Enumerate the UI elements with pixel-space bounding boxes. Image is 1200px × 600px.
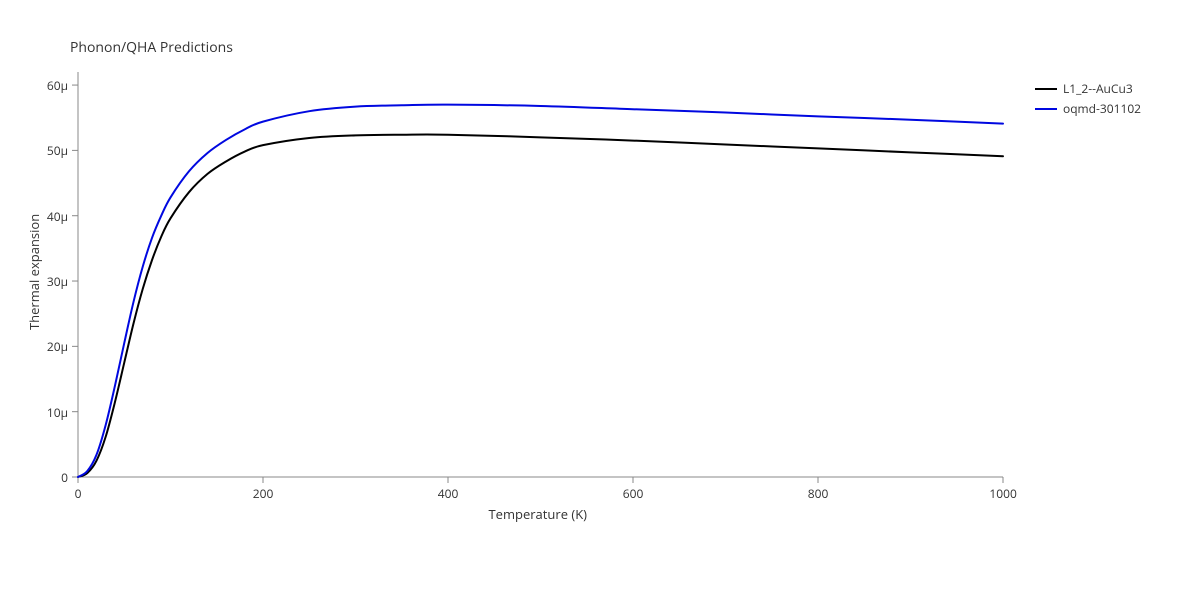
legend-item[interactable]: L1_2--AuCu3 bbox=[1035, 80, 1133, 97]
x-tick-label: 600 bbox=[623, 485, 644, 502]
legend-item[interactable]: oqmd-301102 bbox=[1035, 100, 1141, 117]
x-tick-label: 800 bbox=[808, 485, 829, 502]
y-tick-label: 30μ bbox=[38, 273, 68, 290]
y-tick-label: 60μ bbox=[38, 77, 68, 94]
legend-swatch bbox=[1035, 88, 1057, 90]
series-line bbox=[78, 134, 1003, 477]
plot-area bbox=[0, 0, 1200, 600]
legend-swatch bbox=[1035, 108, 1057, 110]
legend-label: oqmd-301102 bbox=[1063, 100, 1141, 117]
x-tick-label: 0 bbox=[75, 485, 82, 502]
y-tick-label: 50μ bbox=[38, 142, 68, 159]
x-tick-label: 400 bbox=[438, 485, 459, 502]
chart-container: { "chart": { "type": "line", "title": "P… bbox=[0, 0, 1200, 600]
legend-label: L1_2--AuCu3 bbox=[1063, 80, 1133, 97]
y-tick-label: 0 bbox=[38, 469, 68, 486]
series-line bbox=[78, 105, 1003, 477]
x-tick-label: 200 bbox=[253, 485, 274, 502]
y-tick-label: 20μ bbox=[38, 338, 68, 355]
y-tick-label: 10μ bbox=[38, 404, 68, 421]
x-tick-label: 1000 bbox=[989, 485, 1016, 502]
y-tick-label: 40μ bbox=[38, 208, 68, 225]
